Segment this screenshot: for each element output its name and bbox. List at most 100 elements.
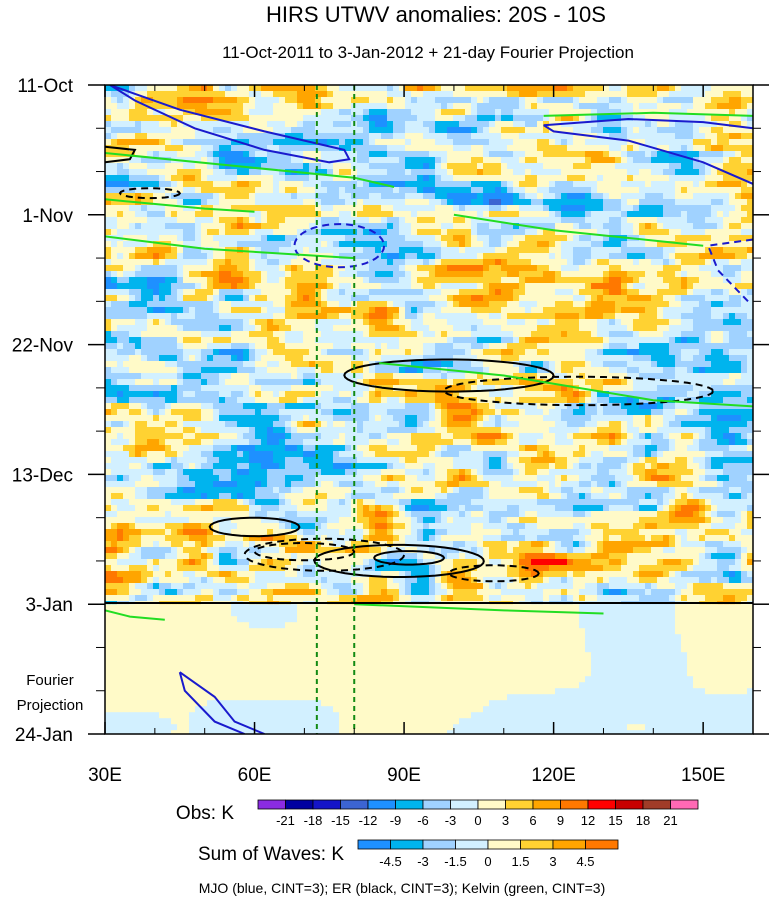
obs-cell <box>453 319 460 326</box>
obs-cell <box>117 349 124 356</box>
obs-cell <box>261 121 268 128</box>
obs-cell <box>231 259 238 266</box>
obs-cell <box>291 163 298 170</box>
obs-cell <box>165 229 172 236</box>
obs-cell <box>237 109 244 116</box>
obs-cell <box>129 145 136 152</box>
obs-cell <box>321 277 328 284</box>
obs-cell <box>387 217 394 224</box>
obs-cell <box>201 325 208 332</box>
obs-cell <box>297 175 304 182</box>
obs-cell <box>141 259 148 266</box>
obs-cell <box>723 295 730 302</box>
obs-cell <box>165 259 172 266</box>
obs-cell <box>369 223 376 230</box>
obs-cell <box>339 277 346 284</box>
obs-cell <box>381 109 388 116</box>
obs-cell <box>651 127 658 134</box>
obs-cell <box>279 163 286 170</box>
obs-cell <box>501 169 508 176</box>
obs-cell <box>513 301 520 308</box>
obs-cell <box>381 265 388 272</box>
obs-cell <box>663 337 670 344</box>
obs-cell <box>153 337 160 344</box>
obs-cell <box>327 133 334 140</box>
obs-cell <box>123 205 130 212</box>
obs-cell <box>417 301 424 308</box>
obs-cell <box>297 211 304 218</box>
obs-cell <box>555 283 562 290</box>
obs-cell <box>351 169 358 176</box>
obs-cell <box>225 121 232 128</box>
obs-cell <box>531 145 538 152</box>
obs-cell <box>315 205 322 212</box>
obs-cell <box>117 277 124 284</box>
obs-cell <box>525 265 532 272</box>
obs-cell <box>585 319 592 326</box>
obs-cell <box>471 223 478 230</box>
obs-cell <box>729 133 736 140</box>
obs-cell <box>495 271 502 278</box>
obs-cell <box>591 103 598 110</box>
obs-cell <box>747 337 753 344</box>
obs-cell <box>387 349 394 356</box>
obs-cell <box>495 235 502 242</box>
obs-cell <box>717 313 724 320</box>
obs-cell <box>585 247 592 254</box>
obs-cell <box>393 157 400 164</box>
obs-cell <box>663 289 670 296</box>
obs-cell <box>525 91 532 98</box>
obs-cell <box>183 169 190 176</box>
obs-cell <box>387 103 394 110</box>
obs-cell <box>741 163 748 170</box>
obs-cell <box>639 343 646 350</box>
obs-cell <box>141 217 148 224</box>
obs-cell <box>639 337 646 344</box>
obs-cell <box>243 181 250 188</box>
obs-cell <box>597 91 604 98</box>
obs-cell <box>537 205 544 212</box>
obs-cell <box>711 133 718 140</box>
obs-cell <box>579 295 586 302</box>
obs-cell <box>201 115 208 122</box>
obs-cell <box>627 319 634 326</box>
obs-cell <box>207 121 214 128</box>
obs-cell <box>129 253 136 260</box>
obs-cell <box>441 127 448 134</box>
obs-cell <box>537 163 544 170</box>
obs-cell <box>339 259 346 266</box>
obs-cell <box>321 127 328 134</box>
obs-cell <box>657 181 664 188</box>
obs-cell <box>555 193 562 200</box>
obs-cell <box>267 337 274 344</box>
obs-cell <box>177 163 184 170</box>
obs-cell <box>375 331 382 338</box>
obs-cell <box>327 193 334 200</box>
obs-cell <box>465 331 472 338</box>
obs-cell <box>687 139 694 146</box>
obs-cell <box>609 337 616 344</box>
obs-cell <box>417 253 424 260</box>
obs-cell <box>525 211 532 218</box>
obs-cell <box>195 241 202 248</box>
obs-cell <box>519 169 526 176</box>
obs-cell <box>513 271 520 278</box>
obs-cell <box>111 325 118 332</box>
obs-cell <box>513 247 520 254</box>
obs-cell <box>525 175 532 182</box>
obs-cell <box>573 85 580 92</box>
obs-cell <box>105 211 112 218</box>
obs-cell <box>699 175 706 182</box>
obs-cell <box>123 181 130 188</box>
obs-cell <box>621 265 628 272</box>
obs-cell <box>327 97 334 104</box>
obs-cell <box>399 295 406 302</box>
obs-cell <box>447 229 454 236</box>
obs-cell <box>741 157 748 164</box>
obs-cell <box>711 343 718 350</box>
obs-cell <box>195 157 202 164</box>
obs-cell <box>165 97 172 104</box>
obs-cell <box>327 349 334 356</box>
obs-cell <box>159 265 166 272</box>
obs-cell <box>549 163 556 170</box>
